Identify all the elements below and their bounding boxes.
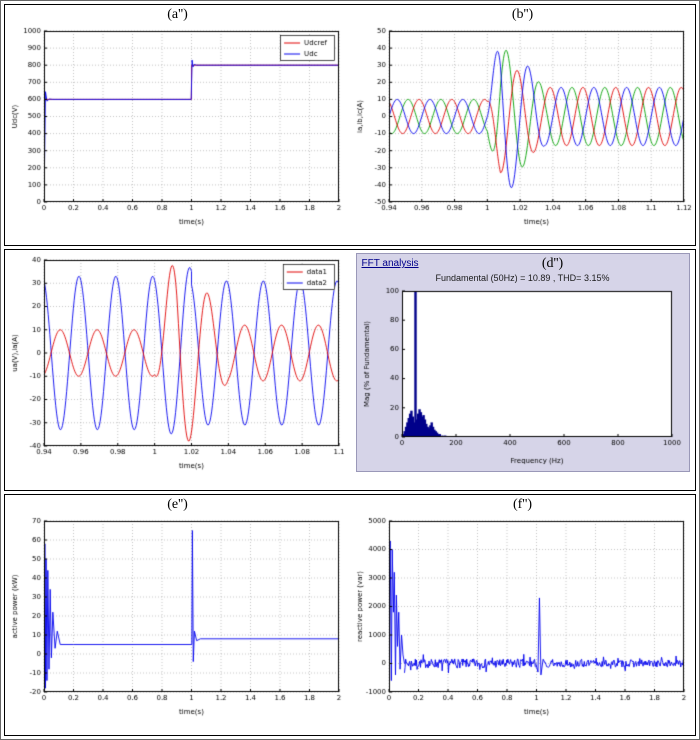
chart-f-canvas [352,513,693,718]
chart-a-title: (a'') [167,7,188,22]
fft-analysis-panel: FFT analysis (d'') Fundamental (50Hz) = … [355,253,690,472]
chart-f-title: (f'') [512,497,533,512]
chart-e-title: (e'') [167,497,188,512]
chart-cell-e: (e'') [5,495,350,735]
chart-cell-a: (a'') [5,5,350,245]
figure-row-1: (a'') (b'') [4,4,696,246]
chart-d-title: (d'') [541,255,564,271]
chart-c-canvas [7,252,348,472]
fft-analysis-label: FFT analysis [361,258,419,269]
fft-header: FFT analysis (d'') [359,256,687,271]
chart-cell-b: (b'') [350,5,695,245]
figure-row-3: (e'') (f'') [4,494,696,736]
fft-fundamental-thd-text: Fundamental (50Hz) = 10.89 , THD= 3.15% [435,273,610,283]
chart-b-canvas [352,23,693,228]
chart-a-canvas [7,23,348,228]
chart-d-canvas [359,285,686,467]
chart-e-canvas [7,513,348,718]
figure-row-2: FFT analysis (d'') Fundamental (50Hz) = … [4,249,696,491]
chart-cell-d: FFT analysis (d'') Fundamental (50Hz) = … [350,250,695,490]
chart-cell-f: (f'') [350,495,695,735]
chart-cell-c [5,250,350,490]
chart-b-title: (b'') [511,7,534,22]
